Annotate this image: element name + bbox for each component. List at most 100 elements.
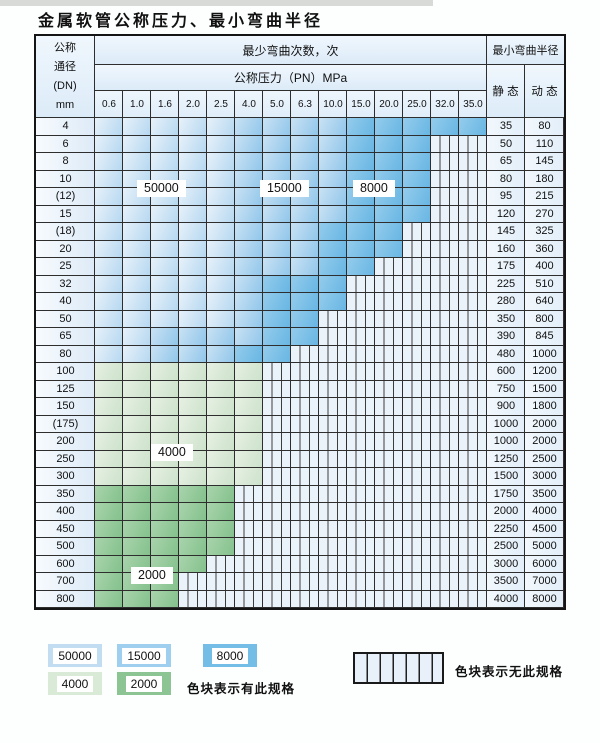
no-spec-cell: [347, 275, 375, 293]
pressure-tick: 25.0: [403, 91, 431, 118]
no-spec-cell: [263, 363, 291, 381]
legend-swatch-label: 4000: [56, 675, 94, 692]
spec-cell: [179, 398, 207, 416]
spec-cell: [123, 503, 151, 521]
spec-cell: [95, 590, 123, 608]
dn-cell: 10: [36, 170, 95, 188]
spec-cell: [151, 118, 179, 136]
no-spec-cell: [375, 328, 403, 346]
no-spec-cell: [291, 363, 319, 381]
no-spec-cell: [403, 275, 431, 293]
spec-cell: [319, 205, 347, 223]
no-spec-cell: [263, 573, 291, 591]
spec-cell: [95, 345, 123, 363]
static-radius-cell: 3000: [487, 555, 525, 573]
spec-cell: [207, 398, 235, 416]
spec-cell: [431, 118, 459, 136]
no-spec-cell: [319, 590, 347, 608]
static-radius-cell: 3500: [487, 573, 525, 591]
spec-cell: [263, 310, 291, 328]
no-spec-cell: [459, 520, 487, 538]
spec-cell: [123, 240, 151, 258]
no-spec-cell: [459, 205, 487, 223]
spec-cell: [179, 188, 207, 206]
spec-cell: [95, 240, 123, 258]
spec-cell: [235, 258, 263, 276]
static-radius-cell: 65: [487, 153, 525, 171]
no-spec-cell: [319, 573, 347, 591]
spec-cell: [151, 293, 179, 311]
no-spec-cell: [459, 590, 487, 608]
spec-cell: [95, 258, 123, 276]
spec-cell: [95, 555, 123, 573]
spec-cell: [123, 118, 151, 136]
no-spec-cell: [319, 415, 347, 433]
no-spec-cell: [375, 275, 403, 293]
no-spec-cell: [319, 485, 347, 503]
dynamic-radius-cell: 215: [525, 188, 564, 206]
no-spec-cell: [375, 450, 403, 468]
spec-cell: [151, 503, 179, 521]
static-radius-cell: 95: [487, 188, 525, 206]
pressure-header: 公称压力（PN）MPa: [95, 65, 487, 91]
static-radius-cell: 350: [487, 310, 525, 328]
dynamic-radius-cell: 325: [525, 223, 564, 241]
no-spec-cell: [403, 310, 431, 328]
no-spec-cell: [459, 398, 487, 416]
no-spec-cell: [291, 450, 319, 468]
no-spec-cell: [459, 258, 487, 276]
static-radius-cell: 175: [487, 258, 525, 276]
spec-cell: [123, 135, 151, 153]
dynamic-radius-cell: 2000: [525, 433, 564, 451]
no-spec-cell: [375, 573, 403, 591]
spec-cell: [207, 538, 235, 556]
dynamic-radius-cell: 2000: [525, 415, 564, 433]
no-spec-cell: [459, 328, 487, 346]
no-spec-cell: [459, 345, 487, 363]
spec-cell: [95, 223, 123, 241]
static-radius-cell: 80: [487, 170, 525, 188]
dn-cell: 250: [36, 450, 95, 468]
no-spec-cell: [403, 573, 431, 591]
spec-cell: [235, 328, 263, 346]
dn-cell: 6: [36, 135, 95, 153]
spec-cell: [235, 363, 263, 381]
static-radius-cell: 2250: [487, 520, 525, 538]
dynamic-radius-cell: 180: [525, 170, 564, 188]
spec-cell: [95, 135, 123, 153]
spec-cell: [347, 118, 375, 136]
dynamic-radius-cell: 510: [525, 275, 564, 293]
spec-cell: [375, 223, 403, 241]
no-spec-cell: [235, 520, 263, 538]
dn-cell: 80: [36, 345, 95, 363]
no-spec-cell: [431, 223, 459, 241]
pressure-tick-row: 0.6 1.0 1.6 2.0 2.5 4.0 5.0 6.3 10.0 15.0 20.0 25.0…: [95, 91, 487, 118]
spec-cell: [151, 258, 179, 276]
no-spec-cell: [375, 555, 403, 573]
spec-cell: [179, 468, 207, 486]
spec-cell: [123, 258, 151, 276]
spec-cell: [179, 538, 207, 556]
dynamic-radius-cell: 3000: [525, 468, 564, 486]
no-spec-cell: [459, 538, 487, 556]
spec-cell: [235, 468, 263, 486]
spec-cell: [179, 205, 207, 223]
dn-header-line: mm: [55, 98, 75, 111]
spec-cell: [95, 310, 123, 328]
spec-cell: [207, 188, 235, 206]
dynamic-radius-cell: 4000: [525, 503, 564, 521]
spec-cell: [459, 118, 487, 136]
pressure-tick: 6.3: [291, 91, 319, 118]
no-spec-cell: [347, 398, 375, 416]
spec-cell: [291, 293, 319, 311]
dn-cell: 150: [36, 398, 95, 416]
no-spec-cell: [347, 328, 375, 346]
legend-swatch-label: 2000: [125, 675, 163, 692]
no-spec-cell: [235, 590, 263, 608]
spec-cell: [151, 135, 179, 153]
spec-cell: [123, 433, 151, 451]
no-spec-cell: [375, 258, 403, 276]
spec-cell: [291, 223, 319, 241]
spec-cell: [235, 223, 263, 241]
no-spec-cell: [431, 363, 459, 381]
